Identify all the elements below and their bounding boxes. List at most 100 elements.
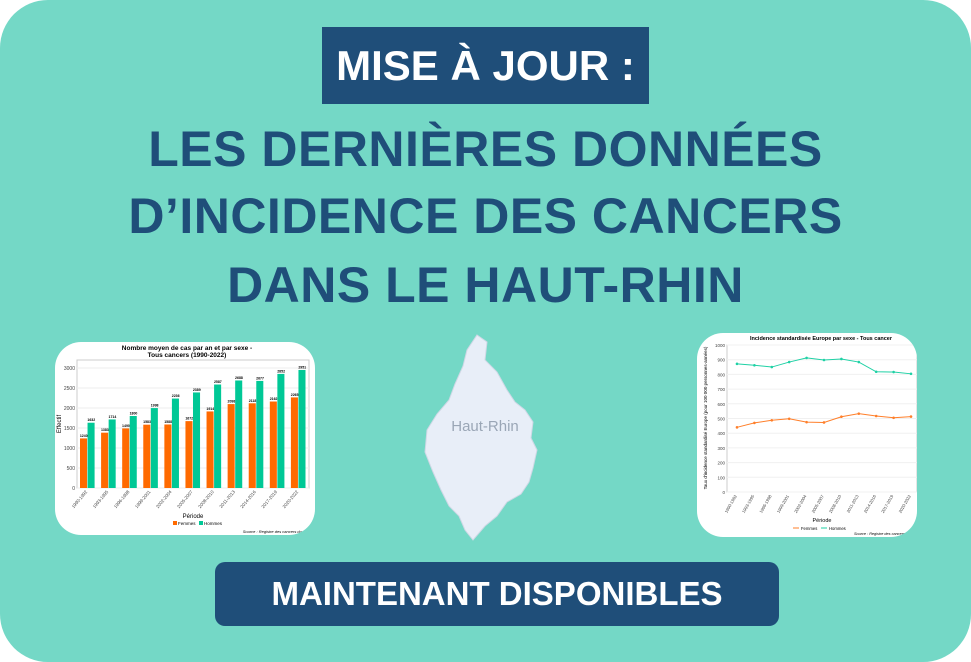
bar-femmes <box>269 401 277 488</box>
data-label: 1240 <box>80 434 88 438</box>
bar-chart-card: Nombre moyen de cas par an et par sexe -… <box>55 342 315 535</box>
x-tick-label: 2002-2004 <box>793 493 808 513</box>
bar-femmes <box>122 428 130 488</box>
y-tick-label: 100 <box>717 475 725 480</box>
data-point <box>735 426 739 429</box>
data-point <box>909 372 913 376</box>
data-point <box>770 418 774 422</box>
data-label: 2587 <box>214 380 222 384</box>
y-tick-label: 1500 <box>64 426 75 432</box>
x-axis-label: Période <box>183 514 204 520</box>
source-note: Source : Registre des cancers du Ht <box>243 529 308 534</box>
x-tick-label: 2017-2019 <box>260 489 278 509</box>
x-tick-label: 1996-1998 <box>113 489 131 509</box>
update-badge: MISE À JOUR : <box>322 27 649 104</box>
y-tick-label: 2000 <box>64 406 75 412</box>
legend-label: Hommes <box>829 526 846 531</box>
data-label: 1800 <box>130 412 138 416</box>
data-label: 2265 <box>291 393 299 397</box>
y-tick-label: 2500 <box>64 386 75 392</box>
source-note: Source : Registre des cancers du Ht <box>854 532 916 536</box>
bar-femmes <box>290 397 298 488</box>
x-tick-label: 1999-2001 <box>776 493 791 513</box>
data-label: 2162 <box>270 397 278 401</box>
y-tick-label: 1000 <box>64 446 75 452</box>
bar-hommes <box>150 408 158 488</box>
y-tick-label: 800 <box>717 372 725 377</box>
x-tick-label: 2011-2013 <box>218 489 236 509</box>
y-tick-label: 0 <box>72 486 75 492</box>
data-point <box>805 356 808 360</box>
y-tick-label: 400 <box>717 431 725 436</box>
y-tick-label: 900 <box>717 358 725 363</box>
data-label: 1383 <box>101 428 109 432</box>
data-point <box>840 357 843 361</box>
data-point <box>770 365 774 369</box>
data-point <box>840 415 843 419</box>
data-label: 1714 <box>109 415 117 419</box>
line-chart: Incidence standardisée Europe par sexe -… <box>703 336 917 536</box>
map-shape <box>424 334 538 541</box>
data-point <box>822 421 826 424</box>
x-tick-label: 2020-2022 <box>282 489 300 509</box>
data-label: 1998 <box>151 404 159 408</box>
available-now-button[interactable]: MAINTENANT DISPONIBLES <box>215 562 779 626</box>
x-axis-label: Période <box>813 518 832 524</box>
bar-hommes <box>298 369 306 488</box>
x-tick-label: 2014-2016 <box>863 493 878 513</box>
data-point <box>857 412 861 415</box>
data-label: 2098 <box>228 400 236 404</box>
x-tick-label: 2002-2004 <box>155 489 173 509</box>
data-point <box>892 416 895 420</box>
map-label: Haut-Rhin <box>451 418 519 435</box>
bar-femmes <box>143 424 151 488</box>
x-tick-label: 2005-2007 <box>811 493 826 513</box>
headline-line-2: D’INCIDENCE DES CANCERS <box>128 188 843 244</box>
bar-hommes <box>235 380 243 488</box>
bar-hommes <box>108 419 116 488</box>
y-tick-label: 600 <box>717 402 725 407</box>
chart-subtitle: Tous cancers (1990-2022) <box>148 352 227 359</box>
data-point <box>735 362 739 366</box>
x-tick-label: 2005-2007 <box>176 489 194 509</box>
x-tick-label: 2011-2013 <box>845 493 860 513</box>
y-axis-label: Taux d'incidence standardisé Europe (pou… <box>703 346 708 489</box>
bar-hommes <box>214 384 222 488</box>
haut-rhin-map: Haut-Rhin <box>424 334 538 541</box>
bar-femmes <box>248 403 256 488</box>
legend-swatch <box>199 521 203 525</box>
bar-hommes <box>277 373 285 488</box>
x-tick-label: 1993-1995 <box>741 493 756 513</box>
data-label: 1490 <box>122 424 130 428</box>
bar-femmes <box>101 432 109 488</box>
y-tick-label: 0 <box>722 490 725 495</box>
y-axis-label: Effectif <box>57 415 63 434</box>
x-tick-label: 1996-1998 <box>758 493 773 513</box>
data-label: 2236 <box>172 394 180 398</box>
data-point <box>892 370 895 374</box>
chart-title: Nombre moyen de cas par an et par sexe - <box>122 345 252 352</box>
bar-chart: Nombre moyen de cas par an et par sexe -… <box>57 345 310 534</box>
y-tick-label: 300 <box>717 446 725 451</box>
y-tick-label: 500 <box>717 417 725 422</box>
x-tick-label: 2014-2016 <box>239 489 257 509</box>
legend-label: Hommes <box>204 521 223 526</box>
data-label: 2677 <box>256 376 264 380</box>
data-point <box>874 414 878 418</box>
data-point <box>753 363 756 367</box>
bar-hommes <box>193 392 201 488</box>
data-point <box>805 420 808 424</box>
bar-hommes <box>256 380 264 488</box>
data-point <box>874 370 878 374</box>
y-tick-label: 3000 <box>64 366 75 372</box>
bar-hommes <box>171 398 179 488</box>
line-femmes <box>736 413 912 428</box>
x-tick-label: 2017-2019 <box>880 493 895 513</box>
bar-hommes <box>129 416 137 488</box>
data-label: 1914 <box>206 407 214 411</box>
data-label: 2688 <box>235 376 243 380</box>
bar-hommes <box>87 422 95 488</box>
legend-swatch <box>173 521 177 525</box>
legend-label: Femmes <box>178 521 196 526</box>
bar-femmes <box>227 404 235 488</box>
